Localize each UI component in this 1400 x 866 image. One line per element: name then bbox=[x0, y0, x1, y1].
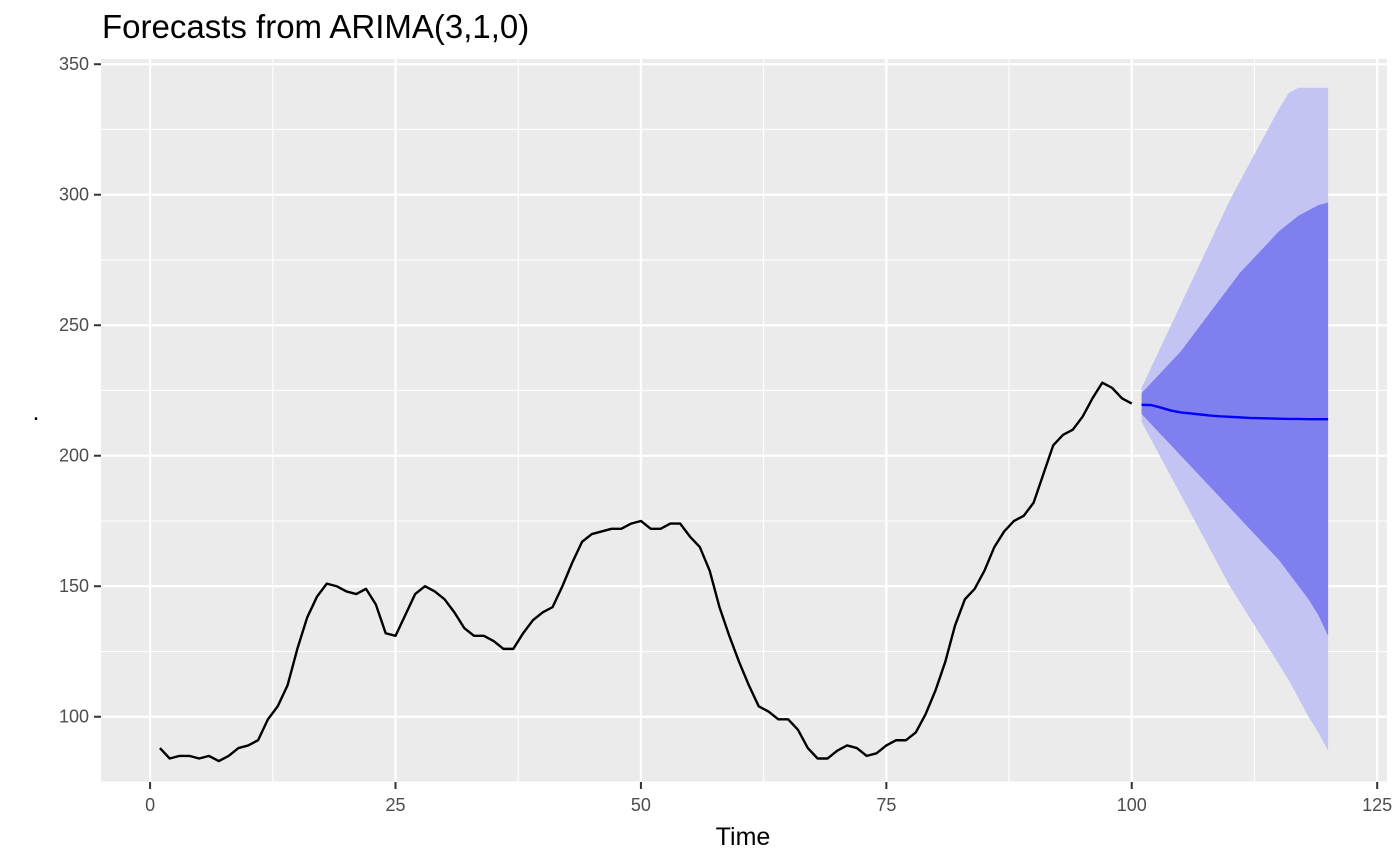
x-tick-label: 50 bbox=[631, 795, 651, 815]
band-80 bbox=[1141, 202, 1329, 636]
major-gridlines bbox=[101, 59, 1387, 782]
y-tick-label: 350 bbox=[59, 54, 89, 74]
prediction-intervals bbox=[1141, 87, 1329, 751]
series-lines bbox=[159, 381, 1329, 763]
axis-ticks: 0 25 50 75 100 125 100 150 200 250 300 350 bbox=[59, 54, 1392, 815]
y-axis-title: . bbox=[33, 398, 40, 426]
x-axis-title: Time bbox=[716, 823, 771, 851]
y-tick-label: 200 bbox=[59, 446, 89, 466]
observed-series-line bbox=[159, 381, 1133, 763]
x-tick-label: 75 bbox=[876, 795, 896, 815]
y-tick-label: 300 bbox=[59, 185, 89, 205]
y-tick-label: 100 bbox=[59, 707, 89, 727]
x-tick-label: 0 bbox=[145, 795, 155, 815]
x-tick-label: 125 bbox=[1362, 795, 1392, 815]
y-tick-label: 150 bbox=[59, 576, 89, 596]
chart-title: Forecasts from ARIMA(3,1,0) bbox=[102, 8, 530, 45]
y-tick-label: 250 bbox=[59, 315, 89, 335]
x-tick-label: 100 bbox=[1117, 795, 1147, 815]
forecast-line bbox=[1141, 403, 1329, 421]
x-tick-label: 25 bbox=[385, 795, 405, 815]
